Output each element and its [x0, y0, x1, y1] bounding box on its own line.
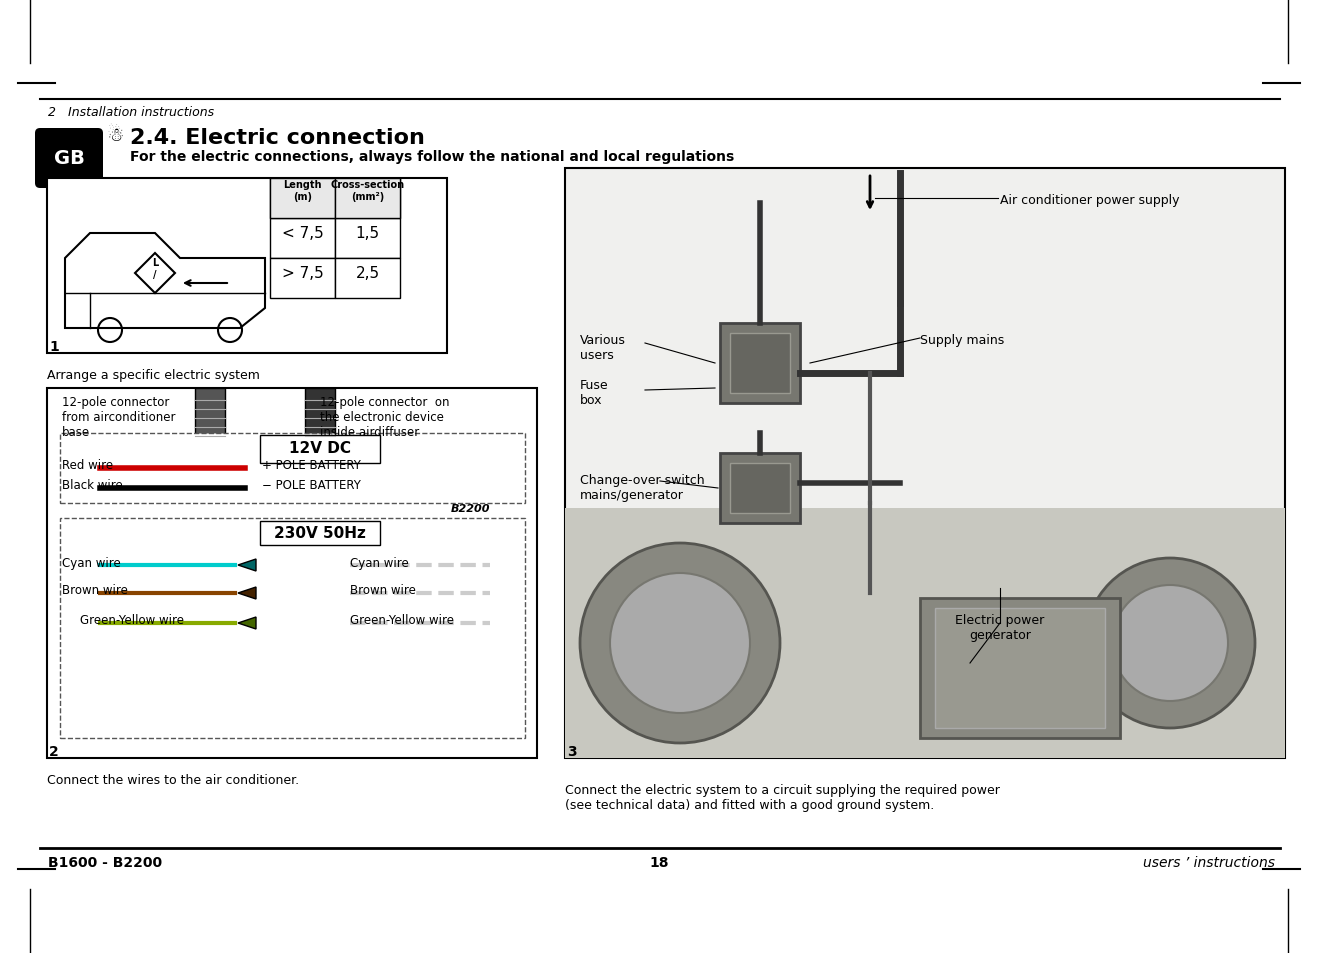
FancyBboxPatch shape [61, 518, 525, 739]
Text: Brown wire: Brown wire [62, 584, 128, 597]
Circle shape [1112, 585, 1228, 701]
Text: Green-Yellow wire: Green-Yellow wire [80, 614, 185, 627]
Bar [47, 389, 536, 759]
Circle shape [1085, 558, 1255, 728]
Text: Various
users: Various users [580, 334, 626, 361]
Bar [335, 219, 399, 258]
Bar [720, 454, 800, 523]
Polygon shape [239, 587, 256, 599]
Text: Connect the electric system to a circuit supplying the required power
(see techn: Connect the electric system to a circuit… [565, 783, 1000, 811]
Text: 2,5: 2,5 [356, 266, 380, 281]
Bar [260, 436, 380, 463]
Bar [270, 258, 335, 298]
Text: users ’ instructions: users ’ instructions [1143, 855, 1275, 869]
Text: Air conditioner power supply: Air conditioner power supply [1000, 193, 1180, 207]
Bar [920, 598, 1120, 739]
Text: GB: GB [54, 150, 84, 169]
Text: Electric power
generator: Electric power generator [956, 614, 1045, 641]
Bar [270, 219, 335, 258]
Text: Arrange a specific electric system: Arrange a specific electric system [47, 369, 260, 381]
Text: Change-over switch
mains/generator: Change-over switch mains/generator [580, 474, 705, 501]
Text: Brown wire: Brown wire [351, 584, 416, 597]
Text: Cyan wire: Cyan wire [351, 556, 409, 569]
Bar [730, 334, 789, 394]
Text: Cyan wire: Cyan wire [62, 556, 121, 569]
Bar [565, 169, 1285, 759]
Text: L
/: L / [152, 258, 158, 279]
Bar [335, 179, 399, 219]
Text: 2: 2 [49, 744, 59, 759]
Text: 2.4. Electric connection: 2.4. Electric connection [130, 128, 424, 148]
Text: 12-pole connector  on
the electronic device
inside airdiffuser: 12-pole connector on the electronic devi… [320, 395, 449, 438]
Circle shape [580, 543, 780, 743]
Bar [47, 179, 447, 354]
Bar [270, 179, 335, 219]
Bar [270, 179, 335, 219]
Text: Supply mains: Supply mains [920, 334, 1004, 347]
Bar [335, 258, 399, 298]
Text: 230V 50Hz: 230V 50Hz [274, 526, 366, 541]
Text: Green-Yellow wire: Green-Yellow wire [351, 614, 453, 627]
Polygon shape [239, 618, 256, 629]
Text: 3: 3 [567, 744, 577, 759]
Text: Black wire: Black wire [62, 479, 123, 492]
Bar [195, 389, 225, 438]
Bar [565, 509, 1285, 759]
Text: Connect the wires to the air conditioner.: Connect the wires to the air conditioner… [47, 773, 299, 786]
Bar [720, 324, 800, 403]
Text: ☃: ☃ [107, 126, 124, 145]
Text: < 7,5: < 7,5 [282, 226, 323, 241]
Text: 18: 18 [650, 855, 668, 869]
Bar [934, 608, 1104, 728]
Text: + POLE BATTERY: + POLE BATTERY [262, 459, 361, 472]
Text: B1600 - B2200: B1600 - B2200 [47, 855, 162, 869]
Bar [304, 389, 335, 438]
Bar [260, 521, 380, 545]
Text: > 7,5: > 7,5 [282, 266, 323, 281]
Text: For the electric connections, always follow the national and local regulations: For the electric connections, always fol… [130, 150, 734, 164]
Circle shape [610, 574, 750, 713]
Polygon shape [239, 559, 256, 572]
Text: B2200: B2200 [451, 503, 490, 514]
Text: Length
(m): Length (m) [283, 180, 322, 202]
Text: 12V DC: 12V DC [289, 441, 351, 456]
FancyBboxPatch shape [61, 434, 525, 503]
Text: − POLE BATTERY: − POLE BATTERY [262, 479, 361, 492]
Bar [335, 179, 399, 219]
Text: Fuse
box: Fuse box [580, 378, 609, 407]
Text: Red wire: Red wire [62, 459, 113, 472]
Text: 2   Installation instructions: 2 Installation instructions [47, 106, 214, 119]
Text: 1: 1 [49, 339, 59, 354]
Bar [730, 463, 789, 514]
FancyBboxPatch shape [36, 129, 103, 189]
Text: 12-pole connector
from airconditioner
base: 12-pole connector from airconditioner ba… [62, 395, 175, 438]
Text: 1,5: 1,5 [356, 226, 380, 241]
Text: Cross-section
(mm²): Cross-section (mm²) [331, 180, 405, 202]
